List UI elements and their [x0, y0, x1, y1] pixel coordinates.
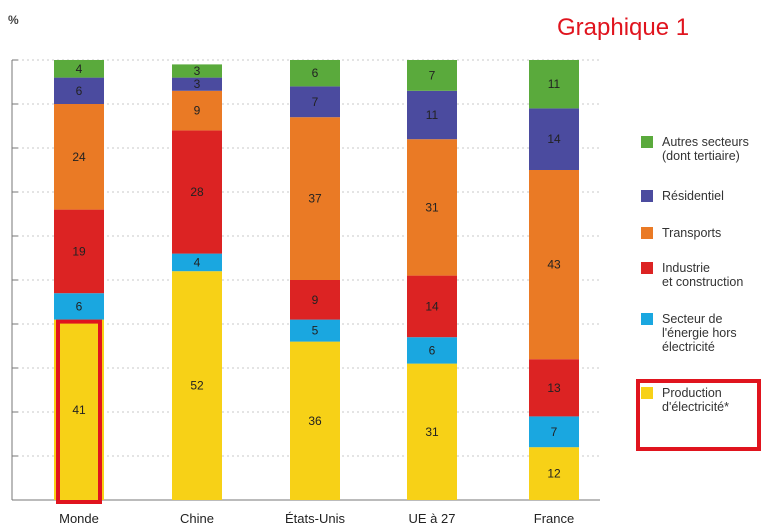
legend-swatch [641, 227, 653, 239]
data-label: 43 [547, 258, 561, 272]
bar-segment [407, 337, 457, 364]
legend-swatch [641, 313, 653, 325]
legend-label: Secteur de l'énergie hors électricité [662, 312, 737, 354]
bar-segment [407, 90, 457, 140]
data-label: 3 [194, 64, 201, 78]
highlight-box-bar [56, 319, 102, 504]
bar-segment [54, 77, 104, 104]
bar-segment [54, 319, 104, 500]
data-label: 9 [312, 293, 319, 307]
data-label: 28 [190, 185, 204, 199]
data-label: 14 [425, 299, 439, 313]
legend-swatch [641, 387, 653, 399]
bar-segment [290, 319, 340, 342]
bar-segment [290, 60, 340, 87]
data-label: 19 [72, 244, 86, 258]
gridlines [11, 59, 600, 501]
legend: Autres secteurs (dont tertiaire) Résidenti… [641, 135, 749, 414]
bar-segment [529, 359, 579, 417]
data-label: 11 [548, 77, 561, 91]
data-label: 13 [547, 381, 561, 395]
bar-segment [172, 253, 222, 272]
data-label: 6 [76, 299, 83, 313]
data-label: 6 [76, 84, 83, 98]
bar-segment [407, 60, 457, 91]
bar-segment [54, 209, 104, 294]
x-tick-label: Chine [180, 511, 214, 526]
x-tick-label: UE à 27 [409, 511, 456, 526]
bar-segment [529, 447, 579, 500]
bar-segment [290, 117, 340, 280]
bar-segment [529, 170, 579, 360]
data-label: 9 [194, 104, 201, 118]
bar-segment [172, 271, 222, 500]
bar-segment [407, 363, 457, 500]
bar-segment [54, 60, 104, 78]
data-label: 31 [425, 425, 439, 439]
data-label: 52 [190, 379, 204, 393]
chart-title: Graphique 1 [557, 14, 689, 41]
x-tick-label: Monde [59, 511, 99, 526]
bar-segment [529, 416, 579, 448]
bar-segment [54, 104, 104, 210]
data-label: 4 [194, 255, 201, 269]
data-label: 14 [547, 132, 561, 146]
x-tick-labels: Monde Chine États-Unis UE à 27 France [59, 511, 574, 526]
bar-segment [172, 77, 222, 91]
data-label: 3 [194, 77, 201, 91]
bar-segment [290, 280, 340, 320]
bar-segment [54, 293, 104, 320]
data-label: 12 [547, 467, 561, 481]
data-label: 6 [429, 343, 436, 357]
highlight-box-legend [636, 379, 761, 451]
x-tick-label: États-Unis [285, 511, 345, 526]
legend-label: Production d'électricité* [662, 386, 729, 414]
data-label: 24 [72, 150, 86, 164]
data-label: 41 [72, 403, 86, 417]
legend-label: Autres secteurs (dont tertiaire) [662, 135, 749, 163]
data-label: 31 [425, 200, 439, 214]
legend-label: Résidentiel [662, 189, 724, 203]
data-label: 6 [312, 66, 319, 80]
bar-segment [172, 130, 222, 254]
bar-segment [529, 108, 579, 170]
highlight-boxes [56, 319, 761, 504]
bar-segment [407, 275, 457, 338]
bar-segment [290, 341, 340, 500]
x-tick-label: France [534, 511, 574, 526]
bar-segment [407, 139, 457, 276]
bar-segment [172, 90, 222, 131]
data-label: 5 [312, 324, 319, 338]
legend-swatch [641, 136, 653, 148]
data-label: 7 [551, 425, 558, 439]
data-label: 37 [308, 192, 322, 206]
data-label: 7 [429, 68, 436, 82]
legend-swatch [641, 262, 653, 274]
legend-label: Industrie et construction [662, 261, 743, 289]
data-label: 4 [76, 62, 83, 76]
data-label: 7 [312, 95, 319, 109]
bar-segment [172, 64, 222, 78]
bar-segment [529, 60, 579, 109]
y-axis-unit: % [8, 13, 19, 27]
data-label: 11 [426, 108, 439, 122]
data-label: 36 [308, 414, 322, 428]
value-labels: 41 6 19 24 6 4 52 4 28 9 33 36 5 9 37 7 6 31 6 14 31 11 7 12 7 13… [72, 62, 561, 481]
legend-label: Transports [662, 226, 721, 240]
bar-segment [290, 86, 340, 118]
legend-swatch [641, 190, 653, 202]
bars [54, 60, 579, 500]
